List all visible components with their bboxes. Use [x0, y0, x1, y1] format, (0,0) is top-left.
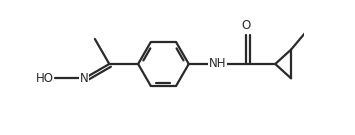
Text: HO: HO — [36, 72, 54, 85]
Text: O: O — [242, 19, 251, 32]
Text: NH: NH — [209, 58, 226, 70]
Text: N: N — [80, 72, 89, 85]
